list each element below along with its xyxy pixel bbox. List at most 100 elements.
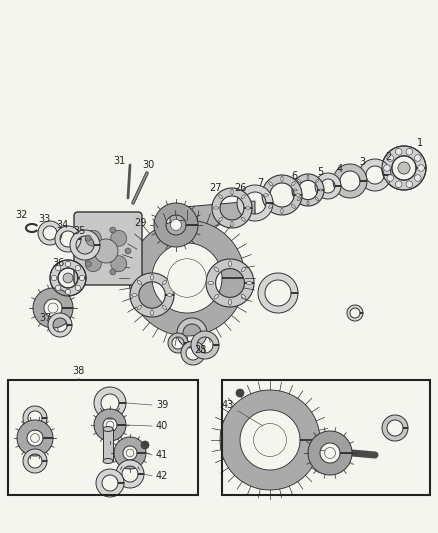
PathPatch shape (382, 415, 408, 441)
PathPatch shape (315, 173, 341, 199)
Circle shape (110, 269, 116, 275)
Ellipse shape (269, 182, 272, 185)
PathPatch shape (50, 260, 86, 296)
Ellipse shape (307, 175, 309, 179)
PathPatch shape (23, 406, 47, 430)
Ellipse shape (167, 294, 172, 296)
Circle shape (396, 181, 402, 188)
Text: 32: 32 (16, 210, 28, 220)
Circle shape (126, 449, 134, 457)
PathPatch shape (237, 185, 273, 221)
Circle shape (111, 230, 127, 246)
Ellipse shape (241, 195, 245, 199)
Text: 7: 7 (257, 178, 263, 188)
Text: 34: 34 (56, 220, 68, 230)
Text: 6: 6 (291, 171, 297, 181)
Ellipse shape (269, 204, 272, 208)
PathPatch shape (359, 159, 391, 191)
PathPatch shape (168, 333, 188, 353)
Circle shape (406, 149, 413, 155)
Circle shape (236, 389, 244, 397)
Ellipse shape (229, 261, 231, 267)
Text: 30: 30 (142, 160, 154, 170)
Circle shape (387, 175, 393, 181)
Circle shape (75, 265, 81, 271)
Circle shape (170, 220, 181, 230)
PathPatch shape (129, 220, 245, 336)
Ellipse shape (281, 176, 283, 182)
Ellipse shape (231, 190, 233, 195)
Ellipse shape (307, 201, 309, 205)
Circle shape (65, 289, 71, 295)
Text: 37: 37 (39, 313, 51, 323)
Text: 39: 39 (156, 400, 168, 410)
Circle shape (63, 273, 73, 283)
Ellipse shape (162, 305, 166, 310)
Bar (103, 429, 113, 461)
Ellipse shape (246, 281, 252, 285)
PathPatch shape (48, 313, 72, 337)
Circle shape (414, 155, 421, 161)
Ellipse shape (138, 280, 142, 285)
Circle shape (48, 303, 58, 313)
Text: 1: 1 (417, 138, 423, 148)
Ellipse shape (214, 294, 219, 299)
Circle shape (94, 239, 118, 263)
PathPatch shape (33, 288, 73, 328)
Ellipse shape (219, 195, 223, 199)
Circle shape (85, 230, 101, 246)
Circle shape (141, 441, 149, 449)
PathPatch shape (333, 164, 367, 198)
Ellipse shape (151, 274, 153, 280)
Text: 35: 35 (74, 226, 86, 236)
Ellipse shape (219, 217, 223, 221)
Ellipse shape (229, 299, 231, 305)
Circle shape (387, 155, 393, 161)
Circle shape (414, 175, 421, 181)
Circle shape (111, 256, 127, 272)
Text: 4: 4 (337, 164, 343, 174)
Circle shape (85, 261, 91, 267)
Ellipse shape (293, 189, 297, 191)
PathPatch shape (94, 409, 126, 441)
Text: 27: 27 (209, 183, 221, 193)
PathPatch shape (114, 437, 146, 469)
Ellipse shape (208, 281, 214, 285)
FancyBboxPatch shape (74, 212, 142, 285)
Ellipse shape (241, 294, 246, 299)
Text: 43: 43 (222, 400, 234, 410)
Circle shape (56, 285, 61, 290)
Text: 31: 31 (113, 156, 125, 166)
Circle shape (110, 227, 116, 233)
Text: 3: 3 (359, 157, 365, 167)
Circle shape (325, 448, 336, 458)
Ellipse shape (315, 198, 318, 200)
Ellipse shape (138, 305, 142, 310)
PathPatch shape (191, 331, 219, 359)
Ellipse shape (103, 458, 113, 464)
Ellipse shape (281, 208, 283, 214)
Text: 26: 26 (234, 183, 246, 193)
PathPatch shape (70, 230, 100, 260)
Circle shape (65, 261, 71, 266)
Bar (222, 380, 430, 495)
Circle shape (418, 165, 424, 171)
Bar (8, 380, 198, 495)
Circle shape (406, 181, 413, 188)
Circle shape (75, 285, 81, 290)
Ellipse shape (246, 207, 251, 209)
Text: 5: 5 (317, 167, 323, 177)
Text: 33: 33 (38, 214, 50, 224)
Circle shape (106, 421, 114, 429)
PathPatch shape (262, 175, 302, 215)
Ellipse shape (162, 280, 166, 285)
Circle shape (168, 259, 206, 297)
Circle shape (79, 276, 85, 281)
Ellipse shape (214, 267, 219, 272)
PathPatch shape (258, 273, 298, 313)
PathPatch shape (38, 221, 62, 245)
PathPatch shape (23, 449, 47, 473)
Ellipse shape (296, 194, 300, 196)
PathPatch shape (154, 203, 198, 247)
PathPatch shape (292, 174, 324, 206)
